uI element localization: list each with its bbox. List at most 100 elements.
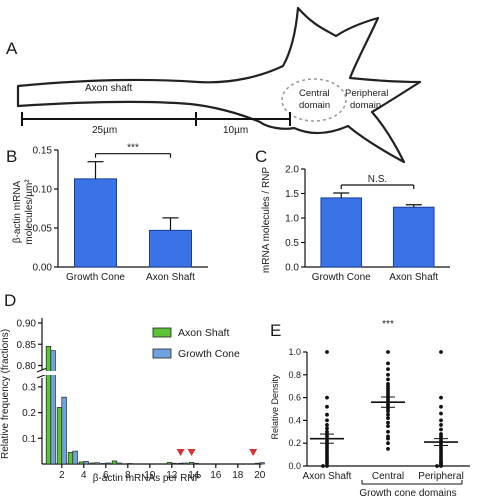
scale-bar xyxy=(21,112,291,126)
data-point xyxy=(386,424,390,428)
data-point xyxy=(439,418,443,423)
legend-label: Growth Cone xyxy=(178,348,240,360)
significance-label: N.S. xyxy=(368,174,387,185)
x-tick-label: 6 xyxy=(103,470,109,481)
panel-b-ylabel-1: β-actin mRNA xyxy=(12,180,23,243)
data-point xyxy=(439,427,443,432)
y-tick-label: 0.00 xyxy=(33,263,53,274)
scale-bar-10um: 10µm xyxy=(223,125,248,136)
panel-a-letter: A xyxy=(6,39,18,58)
data-point xyxy=(325,423,329,427)
histogram-bar xyxy=(83,461,89,465)
category-label: Axon Shaft xyxy=(389,272,438,283)
histogram-bar xyxy=(188,462,195,465)
histogram-bar xyxy=(105,462,111,465)
data-point xyxy=(386,441,390,446)
y-tick-label: 1.0 xyxy=(288,347,301,357)
histogram-bar xyxy=(100,463,107,465)
bar xyxy=(149,229,192,268)
peripheral-domain-label-2: domain xyxy=(350,100,381,111)
panel-e-ylabel: Relative Density xyxy=(270,374,280,440)
peripheral-domain-label-1: Peripheral xyxy=(345,88,388,99)
y-tick-label: 1.0 xyxy=(285,214,299,225)
axon-shaft-label: Axon shaft xyxy=(85,83,132,94)
histogram-bar xyxy=(259,462,265,465)
data-point xyxy=(325,412,329,417)
axis-break-gap xyxy=(43,371,71,375)
histogram-bar xyxy=(177,462,184,465)
panel-c-chart: 0.0 0.5 1.0 1.5 2.0 Growth Cone Axon Shaft N.S. xyxy=(285,165,450,283)
y-tick-label: 0.6 xyxy=(288,393,301,403)
data-point xyxy=(386,377,390,382)
histogram-bar xyxy=(166,462,173,465)
data-point xyxy=(386,436,390,441)
data-point xyxy=(439,411,443,416)
x-tick-label: 8 xyxy=(125,470,131,481)
histogram-bar xyxy=(67,452,74,465)
y-tick-label: 0.2 xyxy=(22,408,36,419)
histogram-bar xyxy=(72,450,78,465)
y-tick-label: 0.05 xyxy=(33,224,53,235)
category-label: Growth Cone xyxy=(312,272,371,283)
central-domain-ellipse xyxy=(281,78,347,122)
data-point xyxy=(386,361,390,366)
panel-c-letter: C xyxy=(255,147,267,166)
y-tick-label: 0.2 xyxy=(288,438,301,448)
histogram-bar xyxy=(94,462,100,465)
red-arrowhead-marker xyxy=(249,449,258,456)
panel-d-ylabel: Relative frequency (fractions) xyxy=(0,329,11,459)
panel-b-letter: B xyxy=(6,147,17,166)
bar xyxy=(320,197,363,268)
y-tick-label: 0.85 xyxy=(17,340,37,351)
histogram-bar xyxy=(111,460,118,465)
x-tick-label: 12 xyxy=(166,470,178,481)
category-label: Central xyxy=(372,471,404,482)
bar xyxy=(392,206,435,268)
legend-label: Axon Shaft xyxy=(178,327,229,339)
central-domain-label-1: Central xyxy=(299,88,330,99)
histogram-bar xyxy=(89,462,96,465)
histogram-bar xyxy=(193,462,199,465)
data-point xyxy=(386,420,390,425)
x-tick-label: 14 xyxy=(188,470,200,481)
legend-swatch xyxy=(152,348,172,359)
data-point xyxy=(325,395,329,400)
histogram-bar xyxy=(45,346,52,465)
panel-c: C mRNA molecules / RNP 0.0 0.5 1.0 1.5 2.0 Gr… xyxy=(255,147,450,283)
histogram-bar xyxy=(254,462,261,465)
histogram-bar xyxy=(61,396,67,465)
central-domain-label-2: domain xyxy=(299,100,330,111)
data-point xyxy=(386,412,390,417)
y-tick-label: 0.8 xyxy=(288,370,301,380)
x-tick-label: 20 xyxy=(254,470,266,481)
y-tick-label: 0.10 xyxy=(33,185,53,196)
neuron-outline xyxy=(16,6,422,164)
significance-label: *** xyxy=(382,319,394,330)
data-point xyxy=(325,404,329,409)
panel-d-chart: 0.1 0.2 0.3 0.80 0.85 0.90 2 4 6 8 10 12 14 16 18 20 Axo… xyxy=(17,318,266,481)
data-point xyxy=(325,418,329,423)
data-point xyxy=(439,404,443,409)
data-point xyxy=(435,464,439,468)
category-label: Peripheral xyxy=(418,471,464,482)
bar xyxy=(74,178,117,268)
y-tick-label: 2.0 xyxy=(285,165,299,176)
data-point xyxy=(386,416,390,421)
panel-e-group-label: Growth cone domains xyxy=(359,488,456,499)
data-point xyxy=(321,464,325,468)
axis-break-mark xyxy=(36,367,48,373)
panel-c-ylabel: mRNA molecules / RNP xyxy=(261,167,272,273)
y-tick-label: 0.5 xyxy=(285,238,299,249)
panel-b: B β-actin mRNA molecules/µm² 0.00 0.05 0.1… xyxy=(6,143,208,283)
data-point xyxy=(325,464,329,468)
y-tick-label: 1.5 xyxy=(285,189,299,200)
data-point xyxy=(386,429,390,434)
x-tick-label: 2 xyxy=(59,470,65,481)
data-point xyxy=(439,395,443,400)
y-tick-label: 0.0 xyxy=(285,263,299,274)
histogram-bar xyxy=(127,463,133,465)
data-point xyxy=(439,350,443,354)
data-point xyxy=(439,464,443,468)
data-point xyxy=(386,372,390,377)
